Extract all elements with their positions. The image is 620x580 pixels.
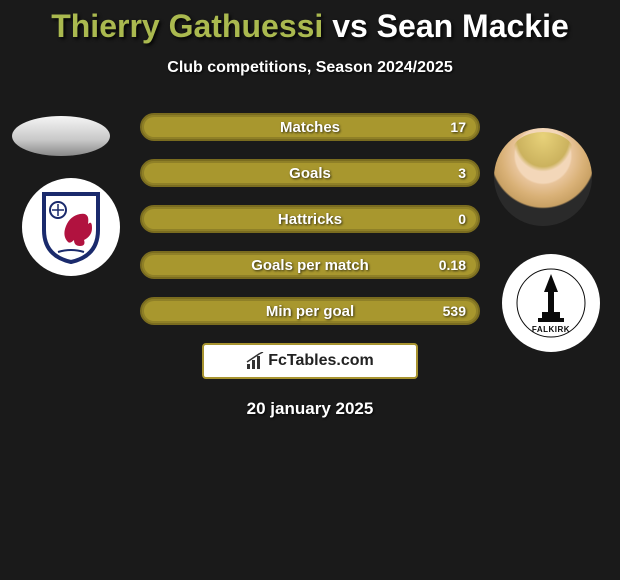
falkirk-label: FALKIRK <box>532 325 570 334</box>
stat-label: Hattricks <box>278 211 342 228</box>
stat-value-right: 17 <box>450 119 466 135</box>
stat-row-min-per-goal: Min per goal 539 <box>140 297 480 325</box>
subtitle: Club competitions, Season 2024/2025 <box>0 59 620 77</box>
fctables-watermark[interactable]: FcTables.com <box>202 343 418 379</box>
stat-label: Goals <box>289 165 331 182</box>
stat-row-matches: Matches 17 <box>140 113 480 141</box>
stat-row-hattricks: Hattricks 0 <box>140 205 480 233</box>
stat-value-right: 0 <box>458 211 466 227</box>
stat-row-goals: Goals 3 <box>140 159 480 187</box>
stat-label: Min per goal <box>266 303 354 320</box>
watermark-text: FcTables.com <box>268 352 374 370</box>
stat-value-right: 3 <box>458 165 466 181</box>
comparison-title: Thierry Gathuessi vs Sean Mackie Thierry… <box>0 0 620 45</box>
stats-container: Matches 17 Goals 3 Hattricks 0 Goals per match… <box>0 113 620 325</box>
stat-label: Matches <box>280 119 340 136</box>
stat-value-right: 0.18 <box>439 257 466 273</box>
chart-icon <box>246 352 264 370</box>
snapshot-date: 20 january 2025 <box>0 399 620 419</box>
stat-row-goals-per-match: Goals per match 0.18 <box>140 251 480 279</box>
stat-label: Goals per match <box>251 257 369 274</box>
stat-value-right: 539 <box>443 303 466 319</box>
